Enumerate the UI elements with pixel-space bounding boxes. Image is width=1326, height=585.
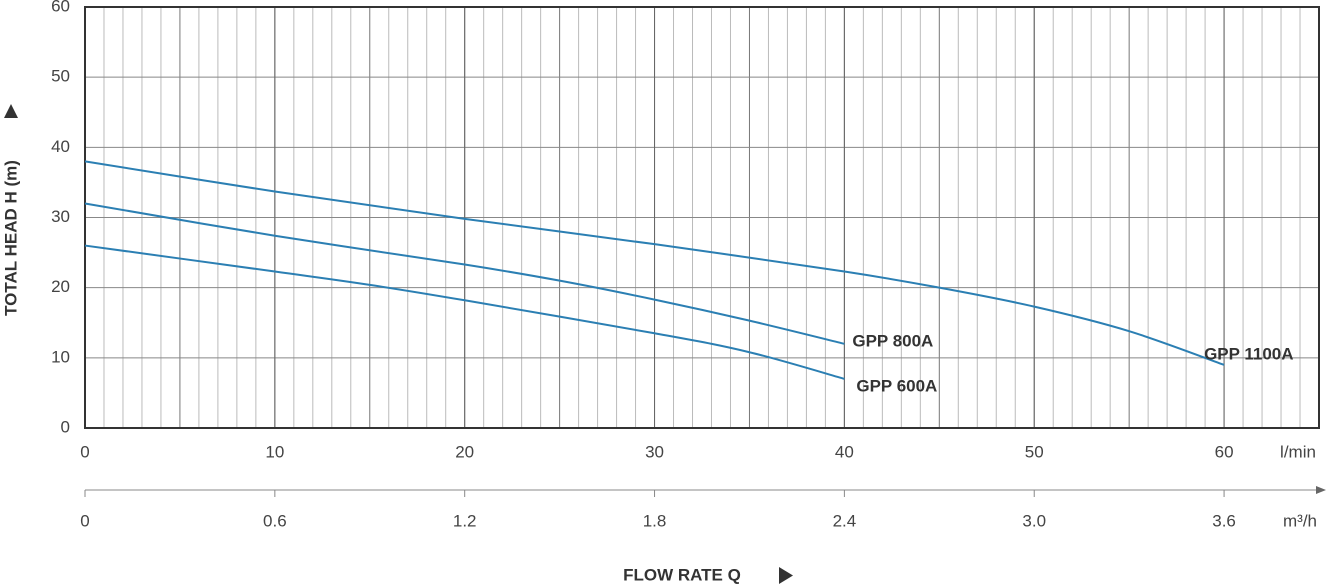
x2-tick-label: 3.6: [1212, 511, 1236, 530]
y-tick-label: 20: [51, 277, 70, 296]
series-label: GPP 800A: [852, 331, 933, 350]
curve: [84, 202, 845, 345]
y-tick-label: 50: [51, 67, 70, 86]
y-tick-label: 30: [51, 207, 70, 226]
x-tick-label: 40: [835, 442, 854, 461]
x-axis-label: FLOW RATE Q: [623, 565, 741, 584]
x-tick-label: 20: [455, 442, 474, 461]
x2-axis-arrow: [1316, 486, 1326, 494]
x2-tick-label: 1.2: [453, 511, 477, 530]
y-tick-label: 40: [51, 137, 70, 156]
y-axis-arrow: [4, 104, 18, 118]
x-tick-label: 60: [1215, 442, 1234, 461]
x-tick-label: 50: [1025, 442, 1044, 461]
plot-frame: [84, 6, 1320, 429]
x2-tick-label: 1.8: [643, 511, 667, 530]
x2-unit: m³/h: [1283, 511, 1317, 530]
x2-tick-label: 2.4: [833, 511, 857, 530]
y-tick-label: 0: [61, 417, 70, 436]
y-tick-label: 10: [51, 347, 70, 366]
y-tick-label: 60: [51, 0, 70, 15]
y-axis-label: TOTAL HEAD H (m): [1, 160, 20, 316]
series-label: GPP 600A: [856, 376, 937, 395]
curve: [84, 244, 845, 380]
x-axis-arrow: [779, 567, 793, 584]
x-tick-label: 30: [645, 442, 664, 461]
x2-tick-label: 0: [80, 511, 89, 530]
x-tick-label: 10: [265, 442, 284, 461]
x-tick-label: 0: [80, 442, 89, 461]
series-label: GPP 1100A: [1204, 344, 1293, 363]
curve: [84, 160, 1225, 366]
x-unit: l/min: [1280, 442, 1316, 461]
x2-tick-label: 3.0: [1022, 511, 1046, 530]
x2-tick-label: 0.6: [263, 511, 287, 530]
